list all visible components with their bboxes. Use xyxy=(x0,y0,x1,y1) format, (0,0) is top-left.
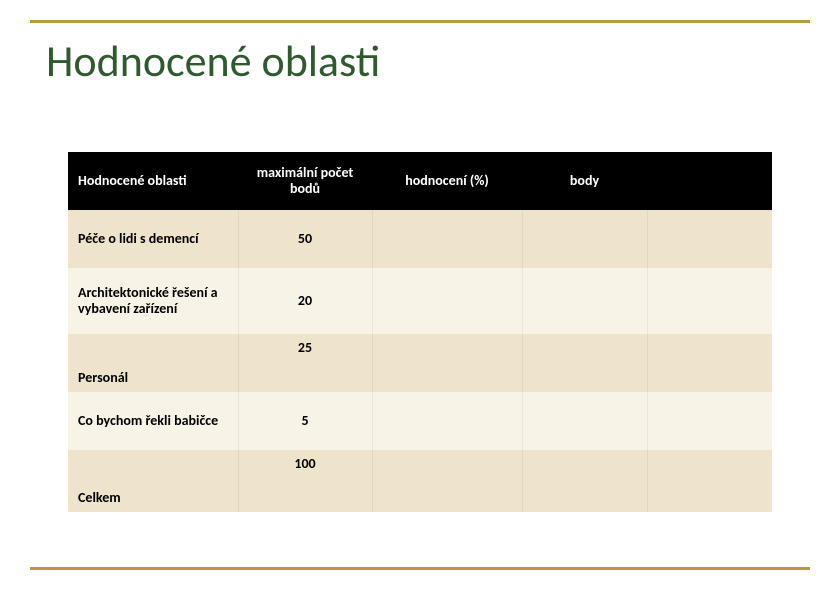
row-maxpoints: 50 xyxy=(238,210,372,268)
col-header-extra xyxy=(647,152,772,210)
row-maxpoints: 5 xyxy=(238,392,372,450)
row-rating xyxy=(372,210,522,268)
row-extra xyxy=(647,450,772,512)
row-rating xyxy=(372,450,522,512)
evaluation-table: Hodnocené oblasti maximální počet bodů h… xyxy=(68,152,772,512)
row-label: Péče o lidi s demencí xyxy=(68,210,238,268)
row-rating xyxy=(372,268,522,334)
row-extra xyxy=(647,210,772,268)
row-points xyxy=(522,334,647,392)
row-label: Celkem xyxy=(68,450,238,512)
row-label: Architektonické řešení a vybavení zaříze… xyxy=(68,268,238,334)
row-rating xyxy=(372,334,522,392)
row-label: Personál xyxy=(68,334,238,392)
row-extra xyxy=(647,268,772,334)
row-maxpoints: 100 xyxy=(238,450,372,512)
row-points xyxy=(522,392,647,450)
row-maxpoints: 25 xyxy=(238,334,372,392)
table-row: Co bychom řekli babičce 5 xyxy=(68,392,772,450)
table-row: Architektonické řešení a vybavení zaříze… xyxy=(68,268,772,334)
col-header-maxpoints: maximální počet bodů xyxy=(238,152,372,210)
table-row: Péče o lidi s demencí 50 xyxy=(68,210,772,268)
row-points xyxy=(522,450,647,512)
row-label: Co bychom řekli babičce xyxy=(68,392,238,450)
row-rating xyxy=(372,392,522,450)
row-extra xyxy=(647,392,772,450)
row-extra xyxy=(647,334,772,392)
col-header-rating: hodnocení (%) xyxy=(372,152,522,210)
table-header-row: Hodnocené oblasti maximální počet bodů h… xyxy=(68,152,772,210)
row-maxpoints: 20 xyxy=(238,268,372,334)
slide: Hodnocené oblasti Hodnocené oblasti maxi… xyxy=(0,0,840,600)
page-title: Hodnocené oblasti xyxy=(46,34,380,88)
col-header-area: Hodnocené oblasti xyxy=(68,152,238,210)
bottom-divider xyxy=(30,567,810,570)
table-row: Celkem 100 xyxy=(68,450,772,512)
row-points xyxy=(522,210,647,268)
top-divider xyxy=(30,20,810,23)
col-header-points: body xyxy=(522,152,647,210)
row-points xyxy=(522,268,647,334)
table-row: Personál 25 xyxy=(68,334,772,392)
